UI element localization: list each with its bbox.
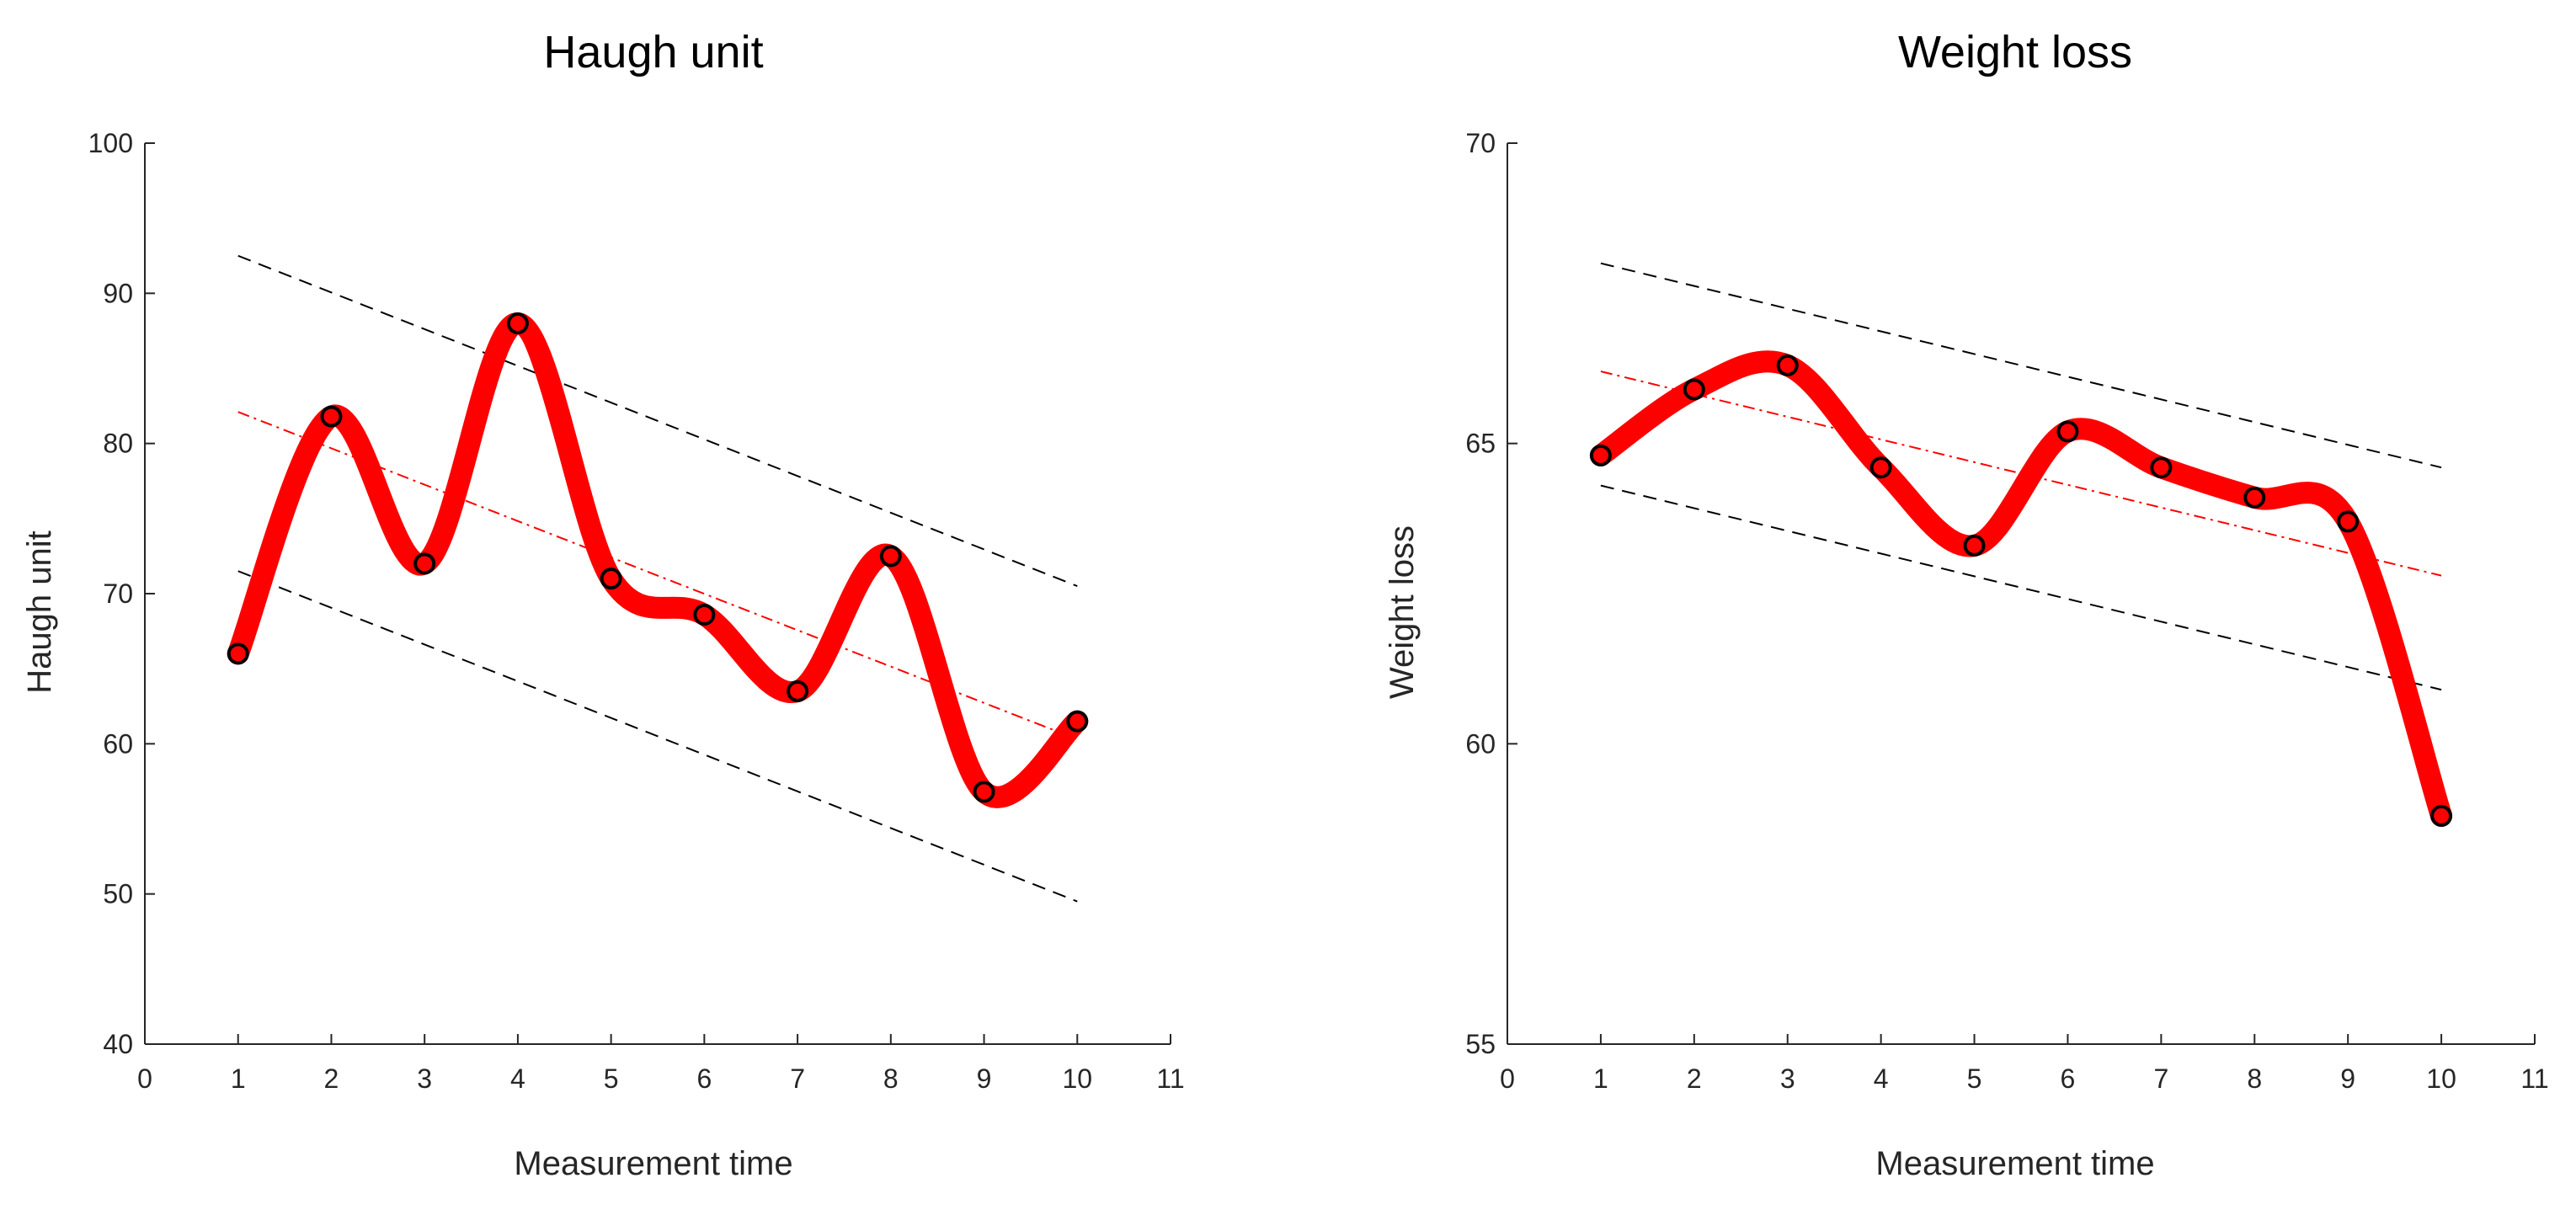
data-point [2430,804,2453,827]
bound-line [237,570,1078,903]
x-tick-label: 11 [2520,1063,2548,1094]
x-tick-label: 11 [1156,1063,1184,1094]
data-point [1776,354,1799,376]
y-tick-label: 65 [1465,429,1496,459]
data-point [787,680,809,702]
data-point [413,552,436,575]
series-line [1589,350,2453,827]
x-tick-label: 2 [324,1063,339,1094]
x-tick-label: 4 [1874,1063,1889,1094]
data-point [1869,456,1892,479]
y-axis-label: Haugh unit [21,530,58,693]
data-point [600,568,622,590]
bound-line [1600,262,2442,469]
y-tick-label: 55 [1465,1029,1496,1059]
x-tick-label: 2 [1687,1063,1702,1094]
x-tick-label: 4 [510,1063,525,1094]
data-point [506,312,529,334]
data-point [879,545,902,568]
x-axis-label: Measurement time [514,1145,792,1182]
chart-title: Weight loss [1898,27,2132,77]
chart-haugh-unit: Haugh unit Measurement time Haugh unit 0… [21,27,1185,1182]
x-tick-label: 5 [1967,1063,1982,1094]
data-point [2337,510,2360,533]
data-point [693,603,716,626]
data-point [1683,378,1705,401]
x-tick-label: 10 [2426,1063,2456,1094]
y-tick-label: 60 [103,728,133,759]
y-tick-label: 40 [103,1029,133,1059]
x-tick-label: 9 [977,1063,992,1094]
x-tick-label: 6 [696,1063,712,1094]
y-tick-label: 70 [1465,128,1496,158]
data-point [973,781,995,803]
x-tick-label: 10 [1062,1063,1092,1094]
series-line [227,312,1089,808]
chart-title: Haugh unit [543,27,763,77]
x-tick-label: 7 [2153,1063,2168,1094]
data-point [1066,710,1089,733]
bound-line [1600,484,2442,691]
y-tick-label: 70 [103,578,133,609]
x-tick-label: 3 [1780,1063,1795,1094]
data-point [320,405,343,428]
plot-area: 0 1 2 3 4 5 6 7 8 9 10 11 40 50 60 70 80 90 100 [88,128,1185,1094]
x-tick-label: 8 [2247,1063,2262,1094]
plot-area: 0 1 2 3 4 5 6 7 8 9 10 11 55 60 65 70 [1465,128,2548,1094]
data-point [1589,444,1612,466]
data-point [2243,486,2266,509]
x-axis-label: Measurement time [1875,1145,2154,1182]
x-tick-label: 6 [2061,1063,2076,1094]
x-tick-label: 5 [604,1063,619,1094]
bound-line [237,254,1078,588]
x-tick-label: 1 [1593,1063,1608,1094]
data-point [2056,420,2079,443]
x-tick-label: 0 [1500,1063,1515,1094]
data-point [2150,456,2173,479]
data-point [1963,534,1986,557]
x-tick-label: 3 [417,1063,432,1094]
y-tick-label: 50 [103,879,133,909]
x-tick-label: 0 [137,1063,152,1094]
y-axis-label: Weight loss [1384,525,1421,699]
chart-weight-loss: Weight loss Measurement time Weight loss… [1384,27,2549,1182]
x-tick-label: 1 [231,1063,246,1094]
y-tick-label: 80 [103,429,133,459]
x-tick-label: 9 [2340,1063,2355,1094]
x-tick-label: 8 [883,1063,899,1094]
data-point [227,642,249,665]
y-tick-label: 90 [103,278,133,308]
y-tick-label: 60 [1465,728,1496,759]
y-tick-label: 100 [88,128,133,158]
x-tick-label: 7 [790,1063,805,1094]
